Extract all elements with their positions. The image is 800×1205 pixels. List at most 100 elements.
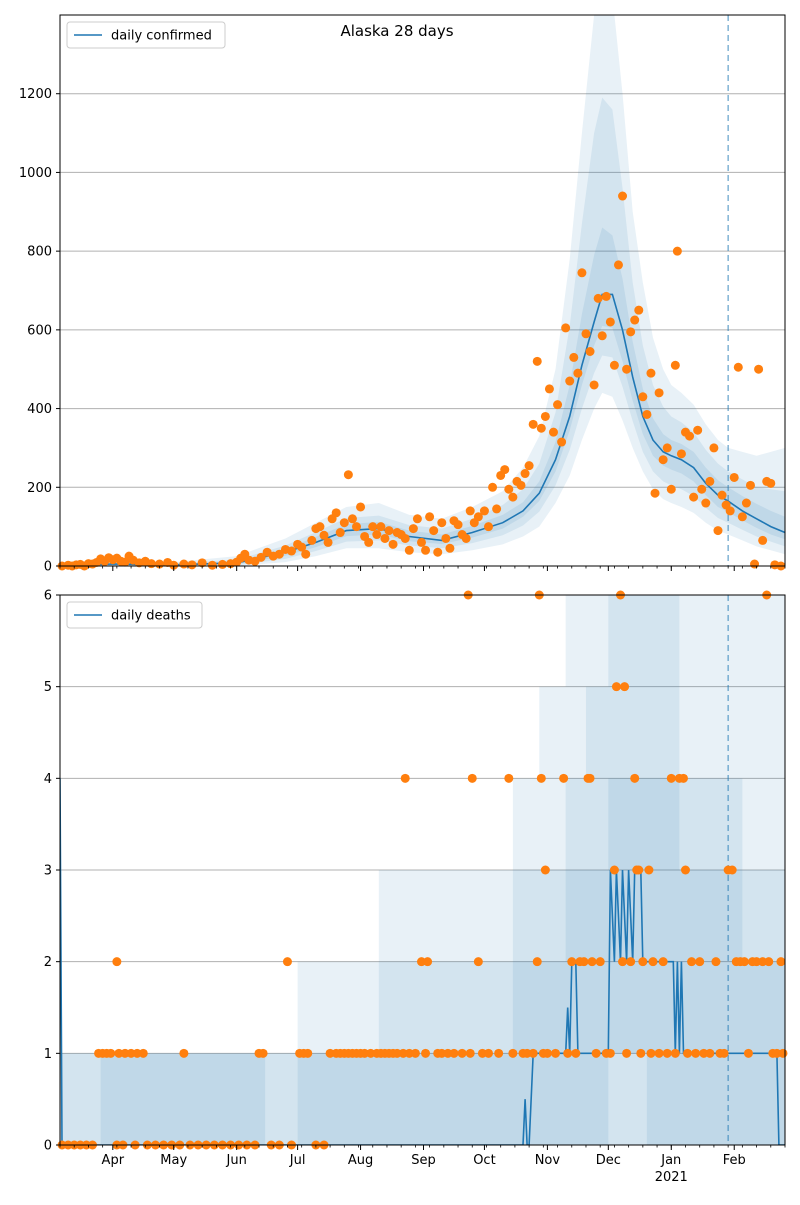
data-point (467, 773, 477, 783)
data-point (613, 260, 623, 270)
data-point (563, 1048, 573, 1058)
data-point (658, 455, 668, 465)
data-point (705, 1048, 715, 1058)
data-point (307, 535, 317, 545)
data-point (388, 539, 398, 549)
data-point (465, 506, 475, 516)
data-point (758, 535, 768, 545)
data-point (689, 492, 699, 502)
data-point (695, 957, 705, 967)
data-point (658, 957, 668, 967)
data-point (739, 957, 749, 967)
data-point (494, 1048, 504, 1058)
data-point (433, 547, 443, 557)
data-point (591, 1048, 601, 1058)
data-point (579, 957, 589, 967)
data-point (719, 1048, 729, 1058)
data-point (593, 293, 603, 303)
data-point (146, 559, 156, 569)
data-point (764, 957, 774, 967)
data-point (544, 384, 554, 394)
data-point (303, 1048, 313, 1058)
data-point (423, 957, 433, 967)
data-point (676, 449, 686, 459)
data-point (766, 478, 776, 488)
chart-title: Alaska 28 days (340, 22, 453, 40)
data-point (678, 773, 688, 783)
data-point (609, 360, 619, 370)
data-point (528, 419, 538, 429)
uncertainty-band-2 (60, 227, 785, 566)
data-point (416, 537, 426, 547)
data-point (364, 537, 374, 547)
legend: daily deaths (66, 601, 203, 629)
data-point (727, 865, 737, 875)
data-point (540, 411, 550, 421)
y-tick-label: 0 (44, 560, 52, 575)
data-point (112, 957, 122, 967)
data-point (500, 465, 510, 475)
data-point (709, 443, 719, 453)
x-tick-label: Feb (723, 1153, 746, 1168)
data-point (492, 504, 502, 514)
data-point (565, 376, 575, 386)
data-point (626, 957, 636, 967)
data-point (528, 1048, 538, 1058)
uncertainty-band-1 (60, 97, 785, 566)
data-point (372, 530, 382, 540)
data-point (339, 518, 349, 528)
y-tick-label: 0 (44, 1139, 52, 1154)
data-point (693, 425, 703, 435)
data-point (287, 546, 297, 556)
data-point (597, 331, 607, 341)
data-point (573, 368, 583, 378)
data-point (648, 957, 658, 967)
data-point (636, 1048, 646, 1058)
data-point (654, 388, 664, 398)
data-point (258, 1048, 268, 1058)
data-point (618, 191, 628, 201)
data-point (646, 1048, 656, 1058)
data-point (343, 470, 353, 480)
data-point (687, 957, 697, 967)
data-point (605, 317, 615, 327)
data-point (465, 1048, 475, 1058)
data-point (741, 498, 751, 508)
x-tick-year-label: 2021 (655, 1170, 688, 1185)
data-point (179, 559, 189, 569)
plot-area (60, 595, 785, 1145)
data-point (680, 865, 690, 875)
data-point (457, 1048, 467, 1058)
data-point (620, 682, 630, 692)
y-tick-label: 4 (44, 772, 52, 787)
data-point (701, 498, 711, 508)
data-point (571, 1048, 581, 1058)
data-point (611, 682, 621, 692)
series-line (60, 293, 785, 566)
data-point (609, 865, 619, 875)
data-point (179, 1048, 189, 1058)
data-point (449, 1048, 459, 1058)
data-point (429, 526, 439, 536)
data-point (484, 522, 494, 532)
data-point (557, 437, 567, 447)
data-point (662, 443, 672, 453)
data-point (473, 512, 483, 522)
data-point (745, 480, 755, 490)
data-point (585, 347, 595, 357)
legend-box (66, 601, 203, 629)
data-point (347, 514, 357, 524)
data-point (356, 502, 366, 512)
data-point (670, 360, 680, 370)
data-point (622, 364, 632, 374)
x-tick-label: Jun (226, 1153, 247, 1168)
data-point (323, 537, 333, 547)
data-point (670, 1048, 680, 1058)
y-tick-label: 1000 (19, 166, 52, 181)
data-point (331, 508, 341, 518)
data-point (581, 329, 591, 339)
legend-label: daily deaths (111, 609, 191, 624)
data-point (421, 1048, 431, 1058)
data-point (274, 549, 284, 559)
